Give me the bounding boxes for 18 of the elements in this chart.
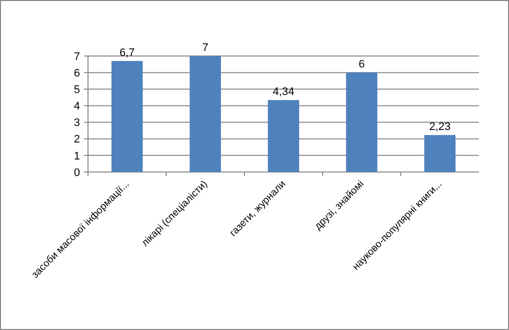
data-label: 4,34 — [272, 86, 294, 98]
data-label: 7 — [202, 42, 208, 54]
y-tick-label: 6 — [74, 67, 80, 80]
y-tick-label: 0 — [74, 166, 80, 179]
y-tick-label: 4 — [74, 100, 80, 113]
bar — [346, 72, 378, 172]
bar — [424, 135, 456, 172]
y-tick-label: 7 — [74, 50, 80, 63]
y-tick-label: 5 — [74, 84, 80, 96]
y-tick-label: 2 — [74, 134, 80, 146]
data-label: 2,23 — [429, 121, 451, 134]
data-label: 6 — [358, 58, 365, 71]
bar — [111, 60, 143, 172]
bar — [190, 56, 221, 172]
y-tick-label: 3 — [74, 117, 80, 130]
bar — [268, 100, 300, 172]
y-tick-label: 1 — [74, 150, 80, 162]
data-label: 6,7 — [119, 46, 135, 59]
